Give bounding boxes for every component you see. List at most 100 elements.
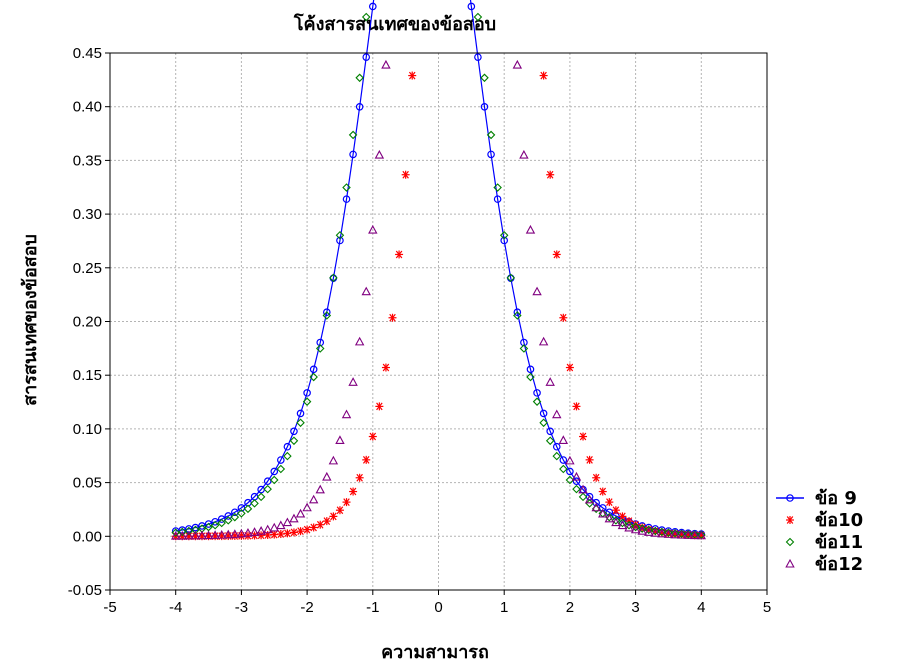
data-point xyxy=(322,311,332,320)
data-point xyxy=(611,517,621,527)
data-point xyxy=(624,520,634,530)
data-point xyxy=(217,518,226,528)
data-point xyxy=(270,467,279,476)
y-tick-label: 0.40 xyxy=(73,99,102,116)
legend-item-1: ข้อ 9 xyxy=(776,488,857,509)
data-point xyxy=(355,473,364,482)
data-point xyxy=(309,372,318,382)
data-point xyxy=(289,436,299,446)
data-point xyxy=(283,442,292,451)
data-point xyxy=(538,336,549,346)
x-axis-label: ความสามารถ xyxy=(381,642,489,663)
data-point xyxy=(210,530,220,539)
data-point xyxy=(473,12,483,22)
x-tick-label: -4 xyxy=(169,599,182,616)
data-point xyxy=(683,529,693,539)
data-point xyxy=(785,537,795,547)
y-tick-label: 0.15 xyxy=(73,367,102,384)
data-point xyxy=(526,365,535,374)
data-point xyxy=(223,529,233,539)
data-point xyxy=(532,397,542,406)
data-point xyxy=(342,183,351,192)
data-point xyxy=(335,506,344,515)
data-point xyxy=(276,464,286,474)
data-point xyxy=(690,530,700,539)
y-tick-label: 0.30 xyxy=(73,206,102,223)
data-point xyxy=(552,442,561,451)
data-point xyxy=(197,530,207,540)
legend-label: ข้อ12 xyxy=(815,554,863,575)
data-point xyxy=(237,509,246,518)
data-point xyxy=(474,53,482,61)
data-point xyxy=(170,530,181,540)
data-point xyxy=(519,149,529,159)
data-point xyxy=(282,517,293,527)
data-point xyxy=(348,377,358,386)
data-point xyxy=(309,365,318,374)
data-point xyxy=(236,528,247,538)
y-tick-label: 0.45 xyxy=(73,45,102,62)
data-point xyxy=(559,456,568,464)
data-point xyxy=(663,529,674,538)
data-point xyxy=(277,456,285,464)
x-tick-label: -1 xyxy=(366,599,379,616)
data-point xyxy=(539,71,548,80)
data-point xyxy=(216,529,227,539)
data-point xyxy=(256,492,266,502)
data-point xyxy=(355,73,364,83)
data-point xyxy=(362,53,371,61)
data-point xyxy=(296,418,305,428)
x-tick-label: 5 xyxy=(763,599,771,616)
data-point xyxy=(565,363,574,372)
data-point xyxy=(349,487,358,496)
data-point xyxy=(552,409,562,419)
data-point xyxy=(585,455,594,464)
data-point xyxy=(690,530,700,540)
data-point xyxy=(611,516,621,525)
data-point xyxy=(786,516,794,524)
data-point xyxy=(493,195,502,203)
data-point xyxy=(584,494,595,504)
data-point xyxy=(315,484,325,494)
data-point xyxy=(368,2,377,11)
y-tick-label: 0.10 xyxy=(73,421,102,438)
data-point xyxy=(329,512,338,521)
x-tick-label: -3 xyxy=(235,599,248,616)
data-point xyxy=(572,477,581,486)
data-point xyxy=(203,530,214,540)
data-point xyxy=(512,59,523,69)
data-point xyxy=(408,71,417,80)
data-point xyxy=(598,508,608,518)
data-point xyxy=(223,516,233,525)
legend-label: ข้อ10 xyxy=(815,510,863,531)
data-point xyxy=(565,475,575,485)
series-1 xyxy=(171,0,706,538)
data-point xyxy=(362,455,371,464)
data-point xyxy=(184,530,194,540)
data-point xyxy=(302,397,312,406)
data-point xyxy=(184,526,194,536)
data-point xyxy=(361,286,371,296)
data-point xyxy=(630,524,641,534)
data-point xyxy=(177,527,187,537)
x-tick-label: -2 xyxy=(300,599,313,616)
data-point xyxy=(670,529,680,539)
data-point xyxy=(355,103,364,111)
data-point xyxy=(624,522,634,532)
data-point xyxy=(578,492,588,502)
y-tick-label: 0.35 xyxy=(73,152,102,169)
data-point xyxy=(309,523,318,532)
data-point xyxy=(283,451,292,461)
data-point xyxy=(269,522,279,532)
data-point xyxy=(480,103,489,111)
data-point xyxy=(650,528,661,537)
data-point xyxy=(572,484,581,494)
data-point xyxy=(670,528,680,538)
data-point xyxy=(303,525,312,534)
data-point xyxy=(506,273,516,283)
y-axis-label: สารสนเทศของข้อสอบ xyxy=(20,234,41,406)
data-point xyxy=(349,150,357,159)
data-point xyxy=(532,286,542,296)
data-point xyxy=(177,530,187,540)
